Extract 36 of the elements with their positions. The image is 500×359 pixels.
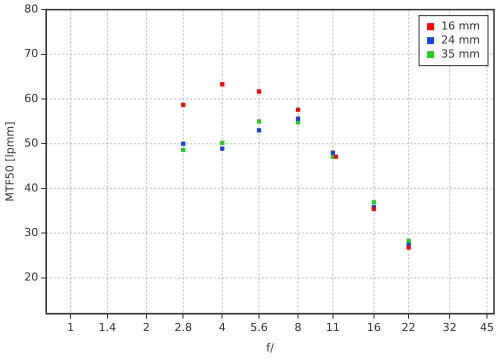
point xyxy=(220,140,224,145)
x-tick-label: 4 xyxy=(218,321,226,334)
x-axis-title: f/ xyxy=(266,341,274,354)
x-tick-label: 11 xyxy=(326,321,340,334)
legend-label: 24 mm xyxy=(441,33,480,46)
point xyxy=(256,128,262,132)
x-tick-label: 2 xyxy=(142,321,150,334)
x-tick-label: 5.6 xyxy=(250,321,268,334)
point xyxy=(181,102,186,107)
point xyxy=(220,146,224,151)
x-tick-label: 16 xyxy=(366,321,381,334)
x-tick-label: 2.8 xyxy=(174,321,192,334)
y-axis-title: MTF50 [lpmm] xyxy=(3,122,16,202)
point xyxy=(181,142,186,146)
point xyxy=(296,108,300,112)
point xyxy=(256,119,262,124)
point xyxy=(334,154,338,159)
y-tick-label: 60 xyxy=(24,92,38,105)
x-tick-label: 22 xyxy=(402,321,416,334)
x-tick-label: 1.4 xyxy=(98,321,116,334)
y-tick-label: 30 xyxy=(24,226,38,239)
y-tick-label: 20 xyxy=(24,270,38,284)
x-tick-label: 45 xyxy=(480,321,494,334)
y-tick-label: 70 xyxy=(24,47,38,60)
y-tick-label: 80 xyxy=(24,2,38,16)
y-tick-label: 40 xyxy=(24,181,38,194)
x-tick-label: 8 xyxy=(294,321,302,334)
point xyxy=(296,116,300,121)
legend-label: 35 mm xyxy=(441,47,480,60)
legend-label: 16 mm xyxy=(441,19,480,32)
x-tick-label: 1 xyxy=(67,321,74,334)
point xyxy=(220,82,224,86)
point xyxy=(181,148,186,152)
y-tick-label: 50 xyxy=(24,136,38,150)
x-tick-label: 32 xyxy=(442,321,457,334)
point xyxy=(372,200,376,204)
